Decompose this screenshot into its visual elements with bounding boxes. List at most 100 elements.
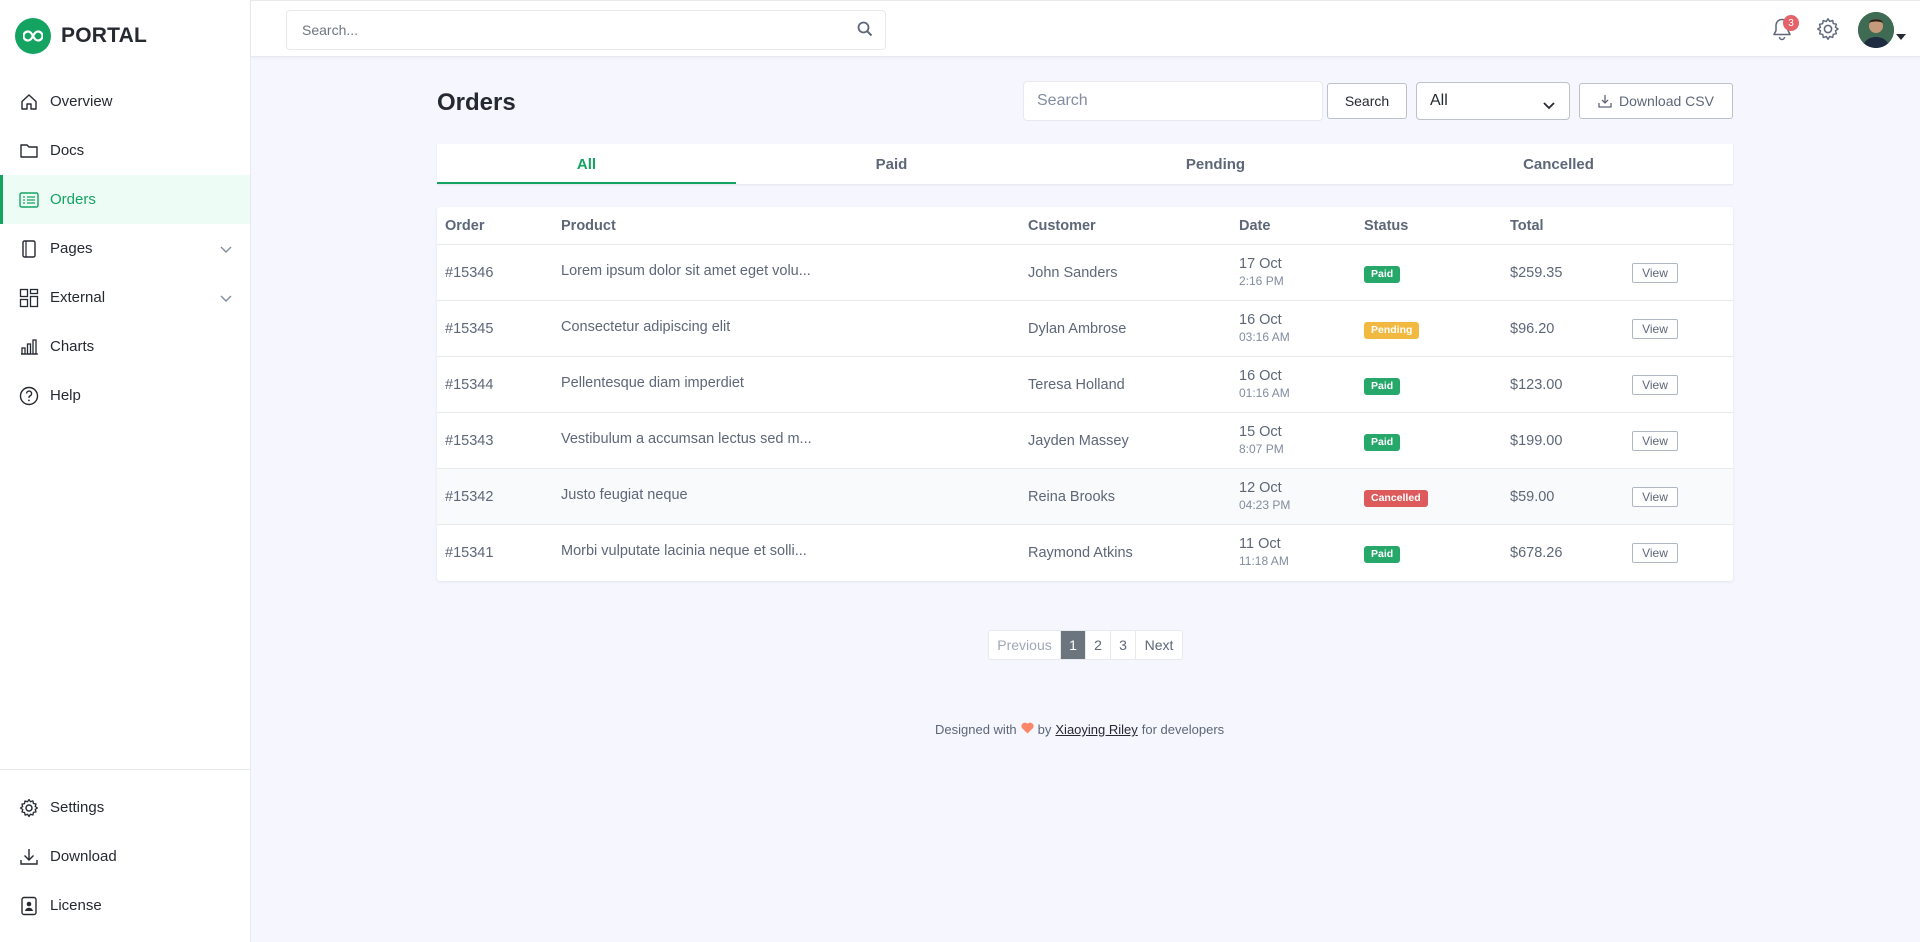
- pagination-previous[interactable]: Previous: [989, 631, 1061, 659]
- grid-icon: [18, 287, 40, 309]
- order-id: #15346: [445, 265, 494, 281]
- sidebar-item-label: Help: [50, 387, 81, 404]
- orders-search-input[interactable]: [1024, 82, 1322, 120]
- question-icon: [18, 385, 40, 407]
- sidebar-item-docs[interactable]: Docs: [0, 126, 250, 175]
- customer-name: John Sanders: [1028, 265, 1118, 281]
- order-id: #15345: [445, 321, 494, 337]
- license-icon: [18, 895, 40, 917]
- pagination: Previous 1 2 3 Next: [988, 630, 1183, 660]
- gear-icon[interactable]: [1816, 17, 1840, 46]
- product-name: Vestibulum a accumsan lectus sed m...: [561, 431, 812, 447]
- customer-name: Reina Brooks: [1028, 489, 1116, 505]
- date-time: 8:07 PM: [1239, 442, 1284, 456]
- pagination-page-1[interactable]: 1: [1061, 631, 1086, 659]
- page-footer: Designed with by Xiaoying Riley for deve…: [935, 722, 1224, 737]
- column-header-product: Product: [561, 218, 616, 234]
- pagination-page-2[interactable]: 2: [1086, 631, 1111, 659]
- status-badge: Cancelled: [1364, 490, 1428, 507]
- status-badge: Paid: [1364, 434, 1401, 451]
- tab-pending[interactable]: Pending: [1185, 155, 1246, 173]
- sidebar-item-orders[interactable]: Orders: [0, 175, 250, 224]
- order-id: #15344: [445, 377, 494, 393]
- view-button[interactable]: View: [1632, 543, 1678, 563]
- action-cell: View: [1632, 487, 1678, 507]
- caret-down-icon[interactable]: [1896, 27, 1906, 45]
- page-title: Orders: [437, 89, 516, 116]
- sidebar-item-external[interactable]: External: [0, 273, 250, 322]
- footer-author-link[interactable]: Xiaoying Riley: [1055, 722, 1138, 737]
- bar-chart-icon: [18, 336, 40, 358]
- chevron-down-icon: [1543, 97, 1555, 115]
- sidebar-item-label: License: [50, 897, 102, 914]
- table-row: #15342 Justo feugiat neque Reina Brooks …: [437, 469, 1733, 525]
- view-button[interactable]: View: [1632, 431, 1678, 451]
- status-cell: Pending: [1364, 321, 1420, 339]
- tab-paid[interactable]: Paid: [875, 155, 908, 173]
- sidebar-item-label: External: [50, 289, 106, 306]
- order-total: $59.00: [1510, 489, 1555, 505]
- list-icon: [18, 189, 40, 211]
- customer-name: Dylan Ambrose: [1028, 321, 1127, 337]
- action-cell: View: [1632, 319, 1678, 339]
- table-row: #15341 Morbi vulputate lacinia neque et …: [437, 525, 1733, 581]
- sidebar-item-help[interactable]: Help: [0, 371, 250, 420]
- user-avatar[interactable]: [1858, 12, 1894, 48]
- order-total: $259.35: [1510, 265, 1563, 281]
- sidebar-item-pages[interactable]: Pages: [0, 224, 250, 273]
- order-id: #15342: [445, 489, 494, 505]
- view-button[interactable]: View: [1632, 319, 1678, 339]
- sidebar-item-license[interactable]: License: [0, 881, 250, 930]
- column-header-order: Order: [445, 218, 485, 234]
- status-cell: Paid: [1364, 433, 1401, 451]
- view-button[interactable]: View: [1632, 375, 1678, 395]
- column-header-date: Date: [1239, 218, 1271, 234]
- orders-table: Order Product Customer Date Status Total…: [437, 207, 1733, 581]
- status-cell: Paid: [1364, 265, 1401, 283]
- pagination-next[interactable]: Next: [1144, 637, 1174, 653]
- brand[interactable]: PORTAL: [15, 18, 147, 54]
- sidebar-item-charts[interactable]: Charts: [0, 322, 250, 371]
- search-button[interactable]: Search: [1327, 83, 1407, 119]
- footer-prefix: Designed with: [935, 722, 1017, 737]
- customer-name: Jayden Massey: [1028, 433, 1129, 449]
- download-icon: [1598, 95, 1612, 108]
- sidebar-item-label: Charts: [50, 338, 95, 355]
- gear-icon: [18, 797, 40, 819]
- chevron-down-icon[interactable]: [220, 241, 232, 258]
- date-time: 2:16 PM: [1239, 274, 1284, 288]
- date-day: 16 Oct: [1239, 368, 1282, 384]
- tab-cancelled[interactable]: Cancelled: [1523, 155, 1594, 173]
- tab-all[interactable]: All: [437, 144, 736, 184]
- date-day: 11 Oct: [1239, 536, 1281, 552]
- sidebar-item-download[interactable]: Download: [0, 832, 250, 881]
- sidebar-item-overview[interactable]: Overview: [0, 77, 250, 126]
- order-date: 16 Oct 03:16 AM: [1239, 312, 1290, 344]
- header-search-input[interactable]: [287, 11, 827, 49]
- status-badge: Paid: [1364, 546, 1401, 563]
- view-button[interactable]: View: [1632, 263, 1678, 283]
- pagination-page-3[interactable]: 3: [1111, 631, 1136, 659]
- product-name: Consectetur adipiscing elit: [561, 319, 731, 335]
- download-csv-button[interactable]: Download CSV: [1579, 83, 1733, 119]
- product-name: Lorem ipsum dolor sit amet eget volu...: [561, 263, 811, 279]
- table-row: #15346 Lorem ipsum dolor sit amet eget v…: [437, 245, 1733, 301]
- order-total: $678.26: [1510, 545, 1563, 561]
- sidebar-item-label: Settings: [50, 799, 105, 816]
- sidebar-item-settings[interactable]: Settings: [0, 783, 250, 832]
- action-cell: View: [1632, 375, 1678, 395]
- status-cell: Paid: [1364, 545, 1401, 563]
- date-time: 04:23 PM: [1239, 498, 1291, 512]
- orders-search: [1023, 81, 1323, 121]
- action-cell: View: [1632, 431, 1678, 451]
- date-time: 03:16 AM: [1239, 330, 1290, 344]
- view-button[interactable]: View: [1632, 487, 1678, 507]
- chevron-down-icon[interactable]: [220, 290, 232, 307]
- product-name: Pellentesque diam imperdiet: [561, 375, 744, 391]
- notification-badge: 3: [1783, 15, 1799, 31]
- brand-logo-icon: [15, 18, 51, 54]
- date-day: 16 Oct: [1239, 312, 1282, 328]
- search-icon[interactable]: [857, 21, 873, 42]
- action-cell: View: [1632, 543, 1678, 563]
- status-filter-select[interactable]: All: [1416, 82, 1570, 120]
